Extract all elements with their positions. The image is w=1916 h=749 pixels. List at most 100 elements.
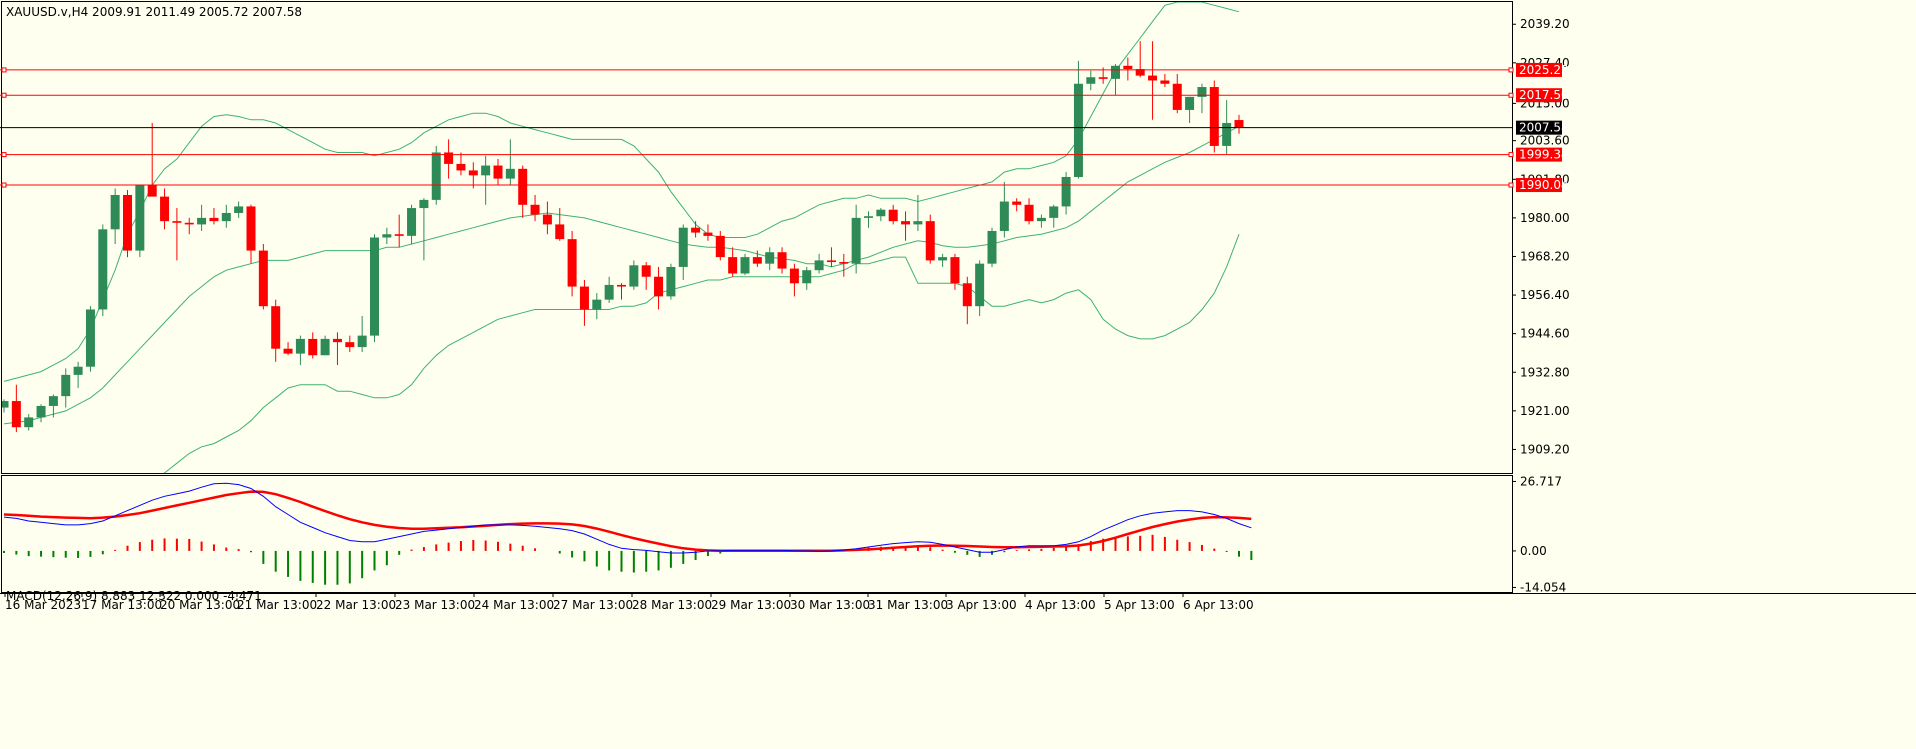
candle-95: [1172, 73, 1182, 114]
candle-body: [1012, 201, 1022, 205]
candle-86: [1061, 172, 1071, 215]
candle-82: [1012, 198, 1022, 212]
candle-body: [654, 276, 664, 297]
axes: 2039.202027.402015.002003.601991.801980.…: [0, 17, 1570, 612]
candle-body: [826, 260, 836, 263]
level-handle-right-1: [1508, 92, 1514, 98]
candle-68: [839, 253, 849, 277]
candle-80: [987, 227, 997, 267]
candle-body: [567, 239, 577, 287]
candle-48: [592, 293, 602, 320]
macd-main-line: [3, 482, 1252, 554]
chart-frames: [0, 1, 1916, 594]
candle-79: [975, 260, 985, 316]
candle-body: [962, 283, 972, 307]
time-tick-label: 28 Mar 13:00: [632, 598, 712, 612]
level-handle-left-3: [1, 182, 7, 188]
candle-body: [48, 396, 58, 406]
candle-body: [678, 227, 688, 267]
candle-11: [135, 185, 145, 258]
candle-body: [209, 217, 219, 222]
candle-99: [1222, 100, 1232, 155]
candle-body: [110, 194, 120, 230]
macd-pane[interactable]: [3, 482, 1253, 585]
time-tick-label: 21 Mar 13:00: [237, 598, 317, 612]
candle-30: [370, 234, 379, 343]
candle-26: [320, 335, 330, 356]
level-tag-bg: [1516, 62, 1562, 77]
candle-15: [184, 217, 194, 235]
candle-body: [752, 257, 762, 264]
candle-body: [864, 216, 873, 218]
candle-19: [234, 201, 244, 218]
candle-44: [542, 201, 552, 235]
candle-8: [98, 224, 108, 316]
candle-33: [407, 204, 417, 245]
candle-body: [999, 201, 1009, 231]
time-tick-label: 22 Mar 13:00: [316, 598, 396, 612]
price-tick-label: 1956.40: [1520, 288, 1570, 302]
time-tick-label: 17 Mar 13:00: [82, 598, 162, 612]
candle-body: [765, 252, 775, 264]
candle-24: [295, 335, 305, 366]
candle-88: [1086, 70, 1096, 91]
candle-body: [357, 335, 367, 348]
candle-body: [1061, 176, 1071, 207]
candle-body: [246, 206, 256, 251]
candle-body: [444, 152, 454, 164]
candle-20: [246, 204, 256, 264]
candle-body: [36, 405, 46, 418]
candle-body: [382, 234, 392, 238]
price-tick-label: 1944.60: [1520, 327, 1570, 341]
candle-76: [938, 253, 948, 267]
candle-73: [901, 211, 911, 241]
candle-body: [1160, 80, 1170, 84]
candle-body: [1073, 83, 1083, 177]
candle-55: [678, 224, 688, 281]
level-handle-left-1: [1, 92, 7, 98]
candle-body: [431, 152, 441, 200]
candle-body: [851, 217, 861, 264]
candle-90: [1111, 64, 1120, 96]
candle-6: [73, 361, 83, 388]
candle-body: [197, 217, 207, 225]
candle-body: [370, 237, 379, 336]
candle-28: [345, 335, 355, 352]
candle-body: [11, 401, 21, 428]
candle-body: [172, 221, 182, 223]
candle-body: [530, 204, 540, 215]
candle-body: [542, 214, 552, 225]
candle-body: [1024, 204, 1034, 222]
candle-75: [925, 214, 935, 264]
candle-body: [579, 286, 589, 310]
candle-50: [617, 283, 626, 300]
candle-body: [1197, 87, 1207, 97]
candle-7: [85, 306, 95, 372]
candle-body: [1123, 65, 1133, 70]
candle-93: [1148, 41, 1158, 120]
symbol-header: XAUUSD.v,H4 2009.91 2011.49 2005.72 2007…: [6, 5, 302, 19]
candle-46: [567, 230, 577, 297]
candle-87: [1073, 60, 1083, 179]
candle-92: [1135, 41, 1145, 78]
candle-27: [332, 332, 342, 366]
candle-47: [579, 280, 589, 326]
candle-body: [271, 306, 281, 349]
candle-body: [1148, 75, 1158, 81]
candle-23: [283, 342, 293, 356]
candle-body: [295, 338, 305, 354]
candle-body: [221, 212, 231, 222]
time-tick-label: 6 Apr 13:00: [1183, 598, 1254, 612]
candle-78: [962, 276, 972, 325]
candle-91: [1123, 57, 1133, 81]
level-tag-bg: [1516, 88, 1562, 103]
candle-60: [740, 253, 750, 276]
price-tick-label: 1968.20: [1520, 249, 1570, 263]
candle-body: [505, 168, 515, 179]
candle-74: [913, 194, 923, 231]
candle-body: [24, 417, 34, 428]
price-pane[interactable]: [0, 2, 1244, 486]
candle-body: [950, 257, 960, 284]
level-tag-label: 2025.23: [1519, 63, 1569, 77]
